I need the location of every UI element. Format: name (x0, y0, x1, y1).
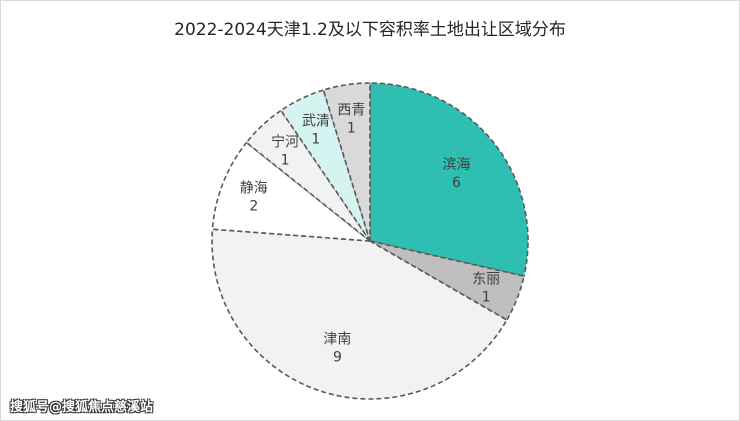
slice-label: 武清 1 (302, 114, 330, 148)
slice-label: 宁河 1 (271, 134, 299, 169)
slice-label: 津南 9 (323, 332, 351, 366)
slice-label-name: 武清 (302, 114, 330, 130)
slice-label: 静海 2 (240, 180, 268, 214)
slice-label-name: 滨海 (442, 157, 470, 173)
slice-label-value: 6 (452, 175, 461, 191)
slice-label-value: 9 (333, 350, 342, 366)
slice-label-value: 2 (249, 198, 258, 214)
slice-label-value: 1 (281, 153, 290, 169)
slice-label: 滨海 6 (442, 157, 470, 191)
pie-slice (369, 82, 529, 278)
slice-label-name: 宁河 (271, 134, 299, 151)
slice-label-name: 东丽 (472, 272, 500, 288)
slice-label-value: 1 (482, 290, 491, 306)
slice-label-name: 静海 (240, 180, 268, 196)
slice-label-value: 1 (311, 132, 320, 148)
pie-slice (279, 89, 371, 242)
slice-label-name: 津南 (323, 332, 351, 348)
pie-slice (211, 141, 373, 242)
pie-slice (369, 240, 525, 322)
slice-label-name: 西青 (337, 103, 365, 119)
chart-title: 2022-2024天津1.2及以下容积率土地出让区域分布 (174, 20, 566, 40)
pie-slice (211, 228, 508, 400)
pie-slice (245, 109, 371, 242)
watermark: 搜狐号@搜狐焦点慈溪站 (10, 400, 154, 415)
slice-label: 东丽 1 (472, 272, 500, 306)
slice-label: 西青 1 (337, 103, 365, 137)
slice-label-value: 1 (347, 121, 356, 137)
pie-slice (322, 82, 371, 242)
